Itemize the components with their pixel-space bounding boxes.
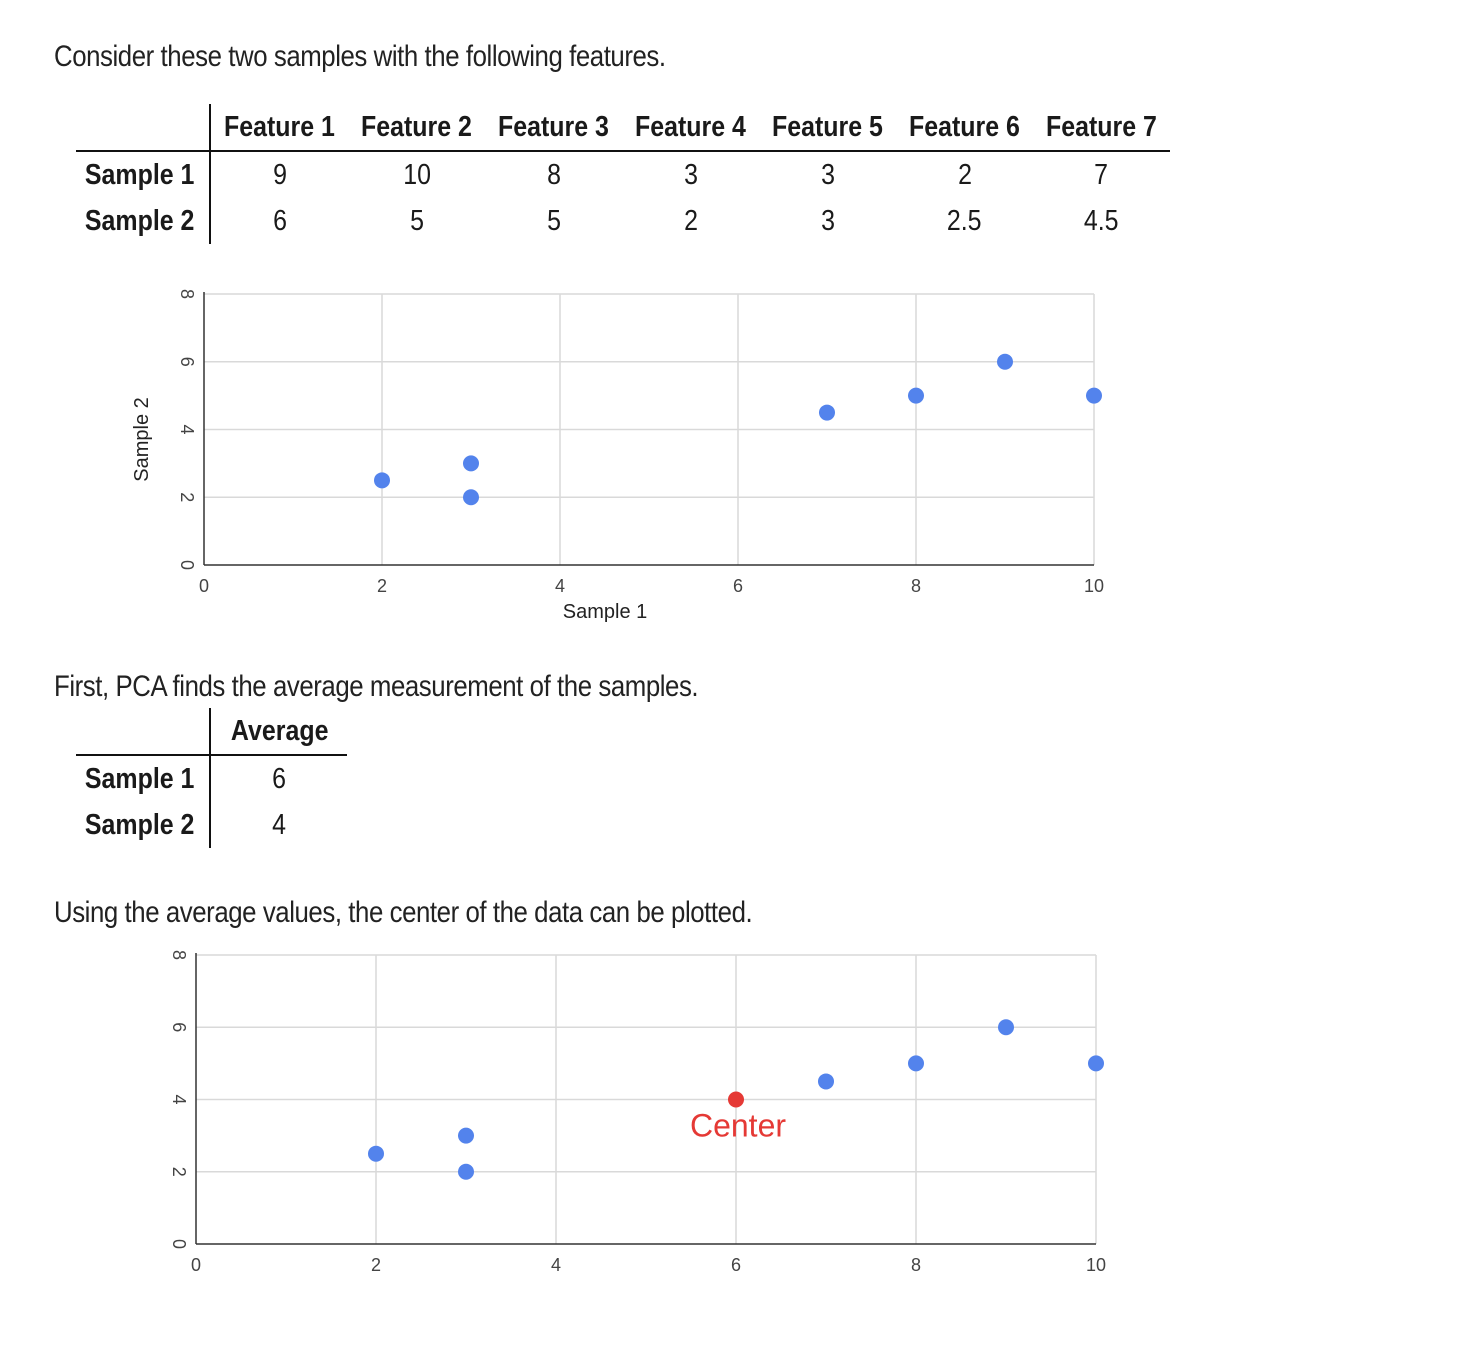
table-row-sample-2: Sample 2 6 5 5 2 3 2.5 4.5 [76,198,1170,244]
y-tick-label: 0 [169,1239,189,1249]
row-header-sample-1: Sample 1 [76,151,212,198]
axes [203,292,1094,566]
center-point [728,1091,744,1108]
y-tick-label: 6 [169,1022,189,1032]
column-header-feature-6: Feature 6 [896,104,1034,152]
column-header-average: Average [210,708,348,756]
x-tick-label: 6 [731,1255,741,1275]
data-point [458,1127,474,1144]
x-tick-label: 2 [371,1255,381,1275]
row-header-sample-2: Sample 2 [76,802,212,848]
y-tick-label: 8 [169,950,189,960]
x-tick-label: 4 [555,576,565,596]
scatter-chart-samples: 0 2 4 6 8 10 0 2 4 6 8 Sample 1 Sample 2 [131,289,1104,623]
x-tick-label: 2 [377,576,387,596]
data-point [374,472,390,489]
table-cell: 3 [683,158,698,191]
table-row-sample-1: Sample 1 6 [76,755,347,802]
table-row-sample-2: Sample 2 4 [76,802,347,848]
center-caption: Using the average values, the center of … [54,896,753,929]
column-header-feature-4: Feature 4 [622,104,760,152]
x-tick-label: 10 [1086,1255,1106,1275]
table-corner [76,104,212,152]
gridlines [196,954,1097,1244]
data-point [997,353,1013,370]
table-cell: 9 [272,158,287,191]
axes [195,953,1096,1245]
gridlines [204,293,1095,565]
row-header-sample-1: Sample 1 [76,755,212,802]
table-cell: 3 [820,158,835,191]
table-cell: 4 [272,808,287,841]
y-tick-label: 8 [177,289,197,299]
table-cell: 2 [957,158,972,191]
table-cell: 3 [820,204,835,237]
x-tick-label: 6 [733,576,743,596]
x-tick-label: 0 [199,576,209,596]
y-tick-label: 0 [177,560,197,570]
table-cell: 2.5 [947,204,982,237]
table-corner [76,708,212,756]
x-tick-label: 0 [191,1255,201,1275]
data-point [908,387,924,404]
table-cell: 6 [272,762,287,795]
table-cell: 6 [272,204,287,237]
data-point [463,455,479,472]
table-cell: 5 [546,204,561,237]
data-point [818,1073,834,1090]
y-axis-title: Sample 2 [131,397,153,482]
data-point [458,1163,474,1180]
data-point [1088,1055,1104,1072]
data-point [819,404,835,421]
y-tick-label: 4 [177,424,197,434]
data-point [368,1145,384,1162]
center-label: Center [690,1108,786,1144]
x-axis-title: Sample 1 [563,601,648,623]
table-cell: 8 [546,158,561,191]
average-caption: First, PCA finds the average measurement… [54,670,699,703]
table-cell: 4.5 [1084,204,1119,237]
y-tick-label: 4 [169,1094,189,1104]
x-tick-label: 8 [911,576,921,596]
table-row-sample-1: Sample 1 9 10 8 3 3 2 7 [76,151,1170,198]
data-point [1086,387,1102,404]
average-header-row: Average [76,708,348,756]
column-header-feature-5: Feature 5 [759,104,897,152]
y-tick-label: 2 [177,492,197,502]
table-cell: 7 [1094,158,1109,191]
y-tick-label: 2 [169,1167,189,1177]
features-table: Feature 1 Feature 2 Feature 3 Feature 4 … [76,104,1171,244]
data-point [998,1019,1014,1036]
column-header-feature-3: Feature 3 [485,104,623,152]
table-cell: 10 [402,158,431,191]
data-point [463,489,479,506]
row-header-sample-2: Sample 2 [76,198,212,244]
column-header-feature-7: Feature 7 [1033,104,1171,152]
column-header-feature-1: Feature 1 [210,104,349,152]
data-point [908,1055,924,1072]
x-tick-label: 4 [551,1255,561,1275]
intro-caption: Consider these two samples with the foll… [54,40,666,73]
table-cell: 5 [409,204,424,237]
scatter-chart-center: 0 2 4 6 8 10 0 2 4 6 8 Center [169,950,1106,1275]
x-tick-label: 10 [1084,576,1104,596]
column-header-feature-2: Feature 2 [348,104,486,152]
table-cell: 2 [683,204,698,237]
x-tick-label: 8 [911,1255,921,1275]
average-table: Average Sample 1 6 Sample 2 4 [76,708,348,848]
y-tick-label: 6 [177,357,197,367]
features-header-row: Feature 1 Feature 2 Feature 3 Feature 4 … [76,104,1171,152]
